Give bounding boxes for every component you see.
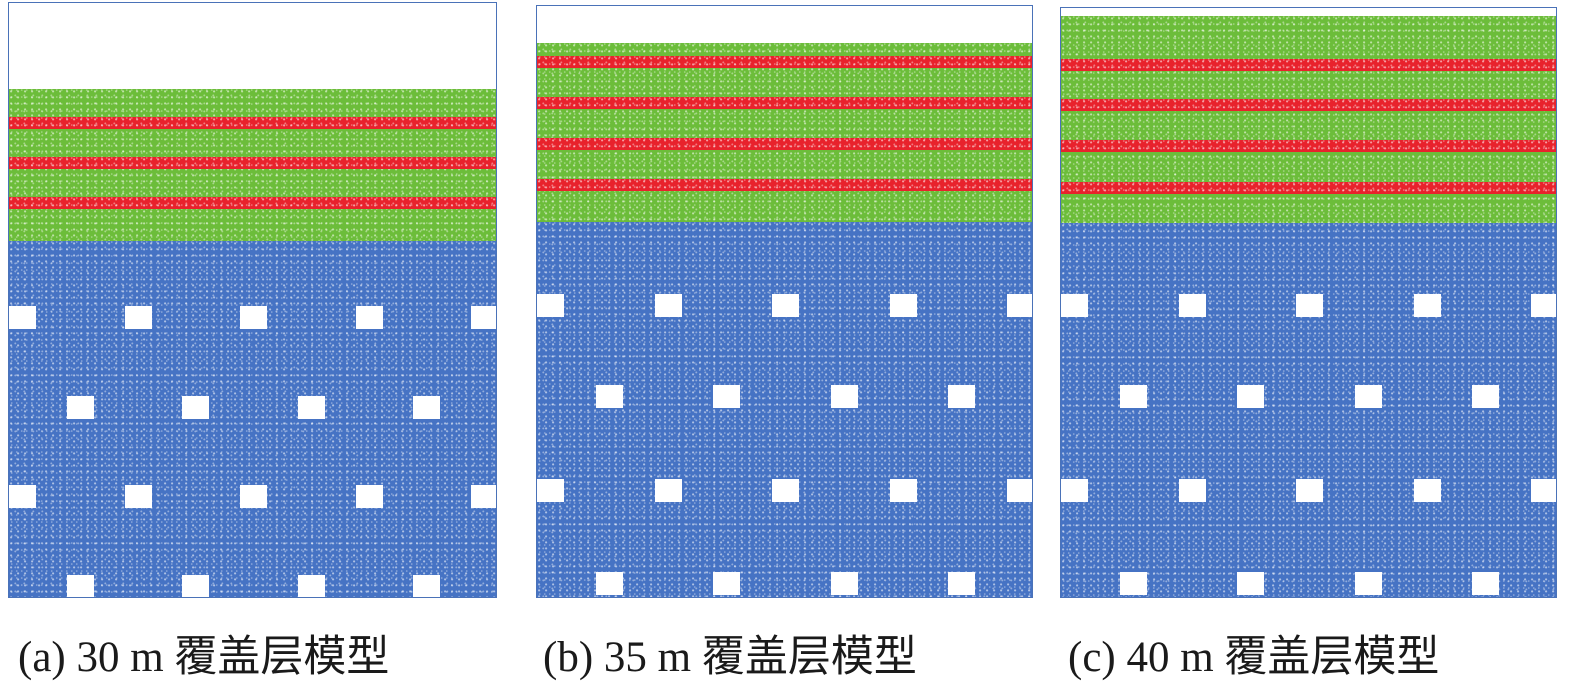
weak-interlayer: [537, 138, 1032, 150]
weak-interlayer: [1061, 140, 1556, 152]
weak-interlayer: [1061, 59, 1556, 71]
caption-a: (a) 30 m 覆盖层模型: [18, 634, 390, 681]
weak-interlayer: [537, 56, 1032, 68]
roadway-opening: [713, 572, 740, 595]
roadway-opening: [240, 306, 267, 329]
roadway-opening: [1061, 294, 1088, 317]
roadway-opening: [1179, 479, 1206, 502]
weak-interlayer: [9, 117, 496, 129]
roadway-opening: [1531, 294, 1556, 317]
roadway-opening: [1120, 385, 1147, 408]
roadway-opening: [1007, 479, 1032, 502]
roadway-opening: [9, 485, 36, 508]
roadway-opening: [1414, 294, 1441, 317]
roadway-opening: [1355, 572, 1382, 595]
rock-mass-layer: [1061, 223, 1556, 597]
roadway-opening: [948, 385, 975, 408]
roadway-opening: [1355, 385, 1382, 408]
cover-soil-layer: [537, 43, 1032, 222]
roadway-opening: [1296, 294, 1323, 317]
roadway-opening: [831, 572, 858, 595]
roadway-opening: [240, 485, 267, 508]
roadway-opening: [713, 385, 740, 408]
roadway-opening: [1296, 479, 1323, 502]
roadway-opening: [537, 294, 564, 317]
roadway-opening: [471, 306, 496, 329]
roadway-opening: [1179, 294, 1206, 317]
model-panel-c: [1060, 7, 1557, 598]
roadway-opening: [125, 306, 152, 329]
roadway-opening: [1007, 294, 1032, 317]
roadway-opening: [1237, 385, 1264, 408]
model-panel-a: [8, 2, 497, 598]
roadway-opening: [655, 479, 682, 502]
roadway-opening: [1414, 479, 1441, 502]
roadway-opening: [890, 479, 917, 502]
roadway-opening: [356, 306, 383, 329]
roadway-opening: [67, 396, 94, 419]
roadway-opening: [890, 294, 917, 317]
roadway-opening: [356, 485, 383, 508]
roadway-opening: [537, 479, 564, 502]
roadway-opening: [596, 385, 623, 408]
weak-interlayer: [537, 97, 1032, 109]
roadway-opening: [1472, 385, 1499, 408]
weak-interlayer: [537, 179, 1032, 191]
roadway-opening: [182, 575, 209, 597]
roadway-opening: [413, 396, 440, 419]
roadway-opening: [298, 575, 325, 597]
roadway-opening: [298, 396, 325, 419]
weak-interlayer: [9, 157, 496, 169]
rock-mass-layer: [537, 222, 1032, 597]
weak-interlayer: [9, 197, 496, 209]
model-panel-b: [536, 5, 1033, 598]
roadway-opening: [772, 294, 799, 317]
roadway-opening: [9, 306, 36, 329]
roadway-opening: [596, 572, 623, 595]
roadway-opening: [772, 479, 799, 502]
rock-mass-layer: [9, 241, 496, 597]
roadway-opening: [655, 294, 682, 317]
roadway-opening: [1531, 479, 1556, 502]
weak-interlayer: [1061, 99, 1556, 111]
roadway-opening: [831, 385, 858, 408]
caption-b: (b) 35 m 覆盖层模型: [543, 634, 917, 681]
roadway-opening: [948, 572, 975, 595]
roadway-opening: [1472, 572, 1499, 595]
roadway-opening: [67, 575, 94, 597]
roadway-opening: [413, 575, 440, 597]
roadway-opening: [182, 396, 209, 419]
weak-interlayer: [1061, 182, 1556, 194]
caption-c: (c) 40 m 覆盖层模型: [1068, 634, 1440, 681]
roadway-opening: [1120, 572, 1147, 595]
roadway-opening: [1061, 479, 1088, 502]
roadway-opening: [471, 485, 496, 508]
roadway-opening: [125, 485, 152, 508]
roadway-opening: [1237, 572, 1264, 595]
